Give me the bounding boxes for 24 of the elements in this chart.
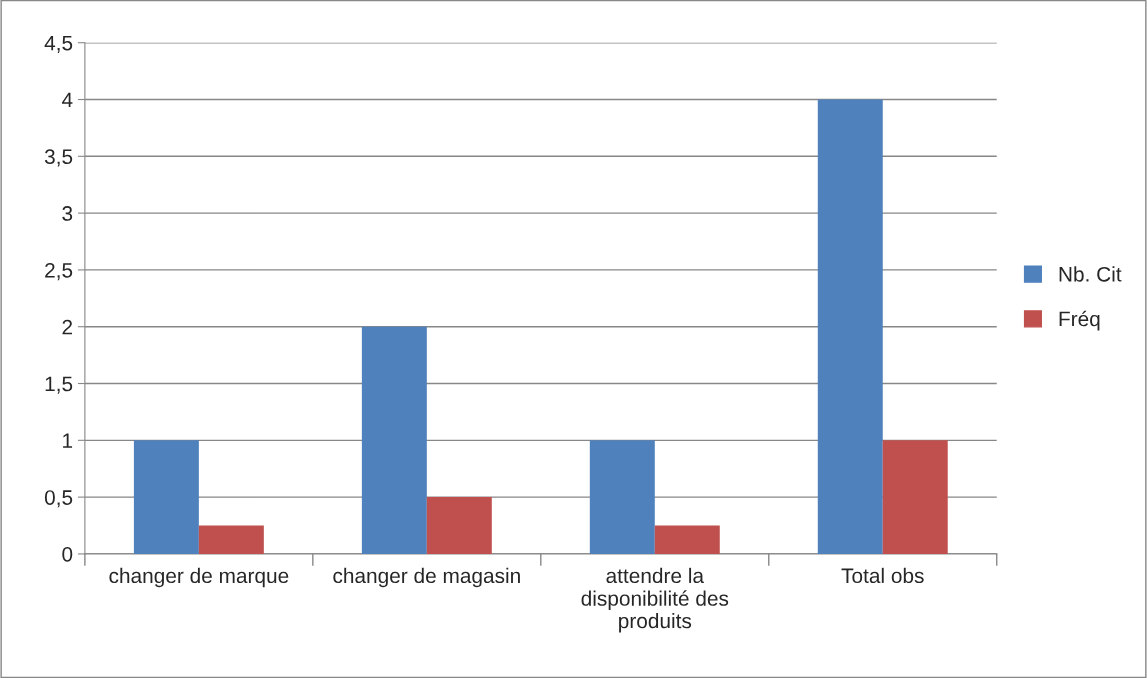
bar <box>361 326 427 554</box>
y-tick-label: 3 <box>62 206 73 221</box>
legend-label: Fréq <box>1059 310 1100 331</box>
bar <box>817 99 883 554</box>
x-tick-label: attendre la disponibilité des produits <box>581 567 729 633</box>
x-tick-label: changer de magasin <box>333 567 520 588</box>
bar <box>426 497 492 554</box>
y-tick-label: 4,5 <box>44 35 73 53</box>
y-tick-label: 1 <box>63 433 73 448</box>
y-tick-label: 0 <box>62 546 73 562</box>
bar <box>589 440 655 554</box>
y-tick-label: 1,5 <box>45 376 73 394</box>
x-tick-label: changer de marque <box>109 567 289 588</box>
y-tick-label: 2 <box>62 319 73 335</box>
y-tick-label: 3,5 <box>44 149 73 167</box>
bar <box>654 525 720 554</box>
x-tick-label: Total obs <box>841 567 924 584</box>
y-tick-label: 2,5 <box>45 262 73 281</box>
bar <box>133 440 199 554</box>
y-tick-label: 4 <box>61 92 73 108</box>
bar <box>882 440 948 554</box>
bar <box>198 525 264 554</box>
legend-label: Nb. Cit <box>1059 266 1122 282</box>
y-tick-label: 0,5 <box>44 490 73 508</box>
